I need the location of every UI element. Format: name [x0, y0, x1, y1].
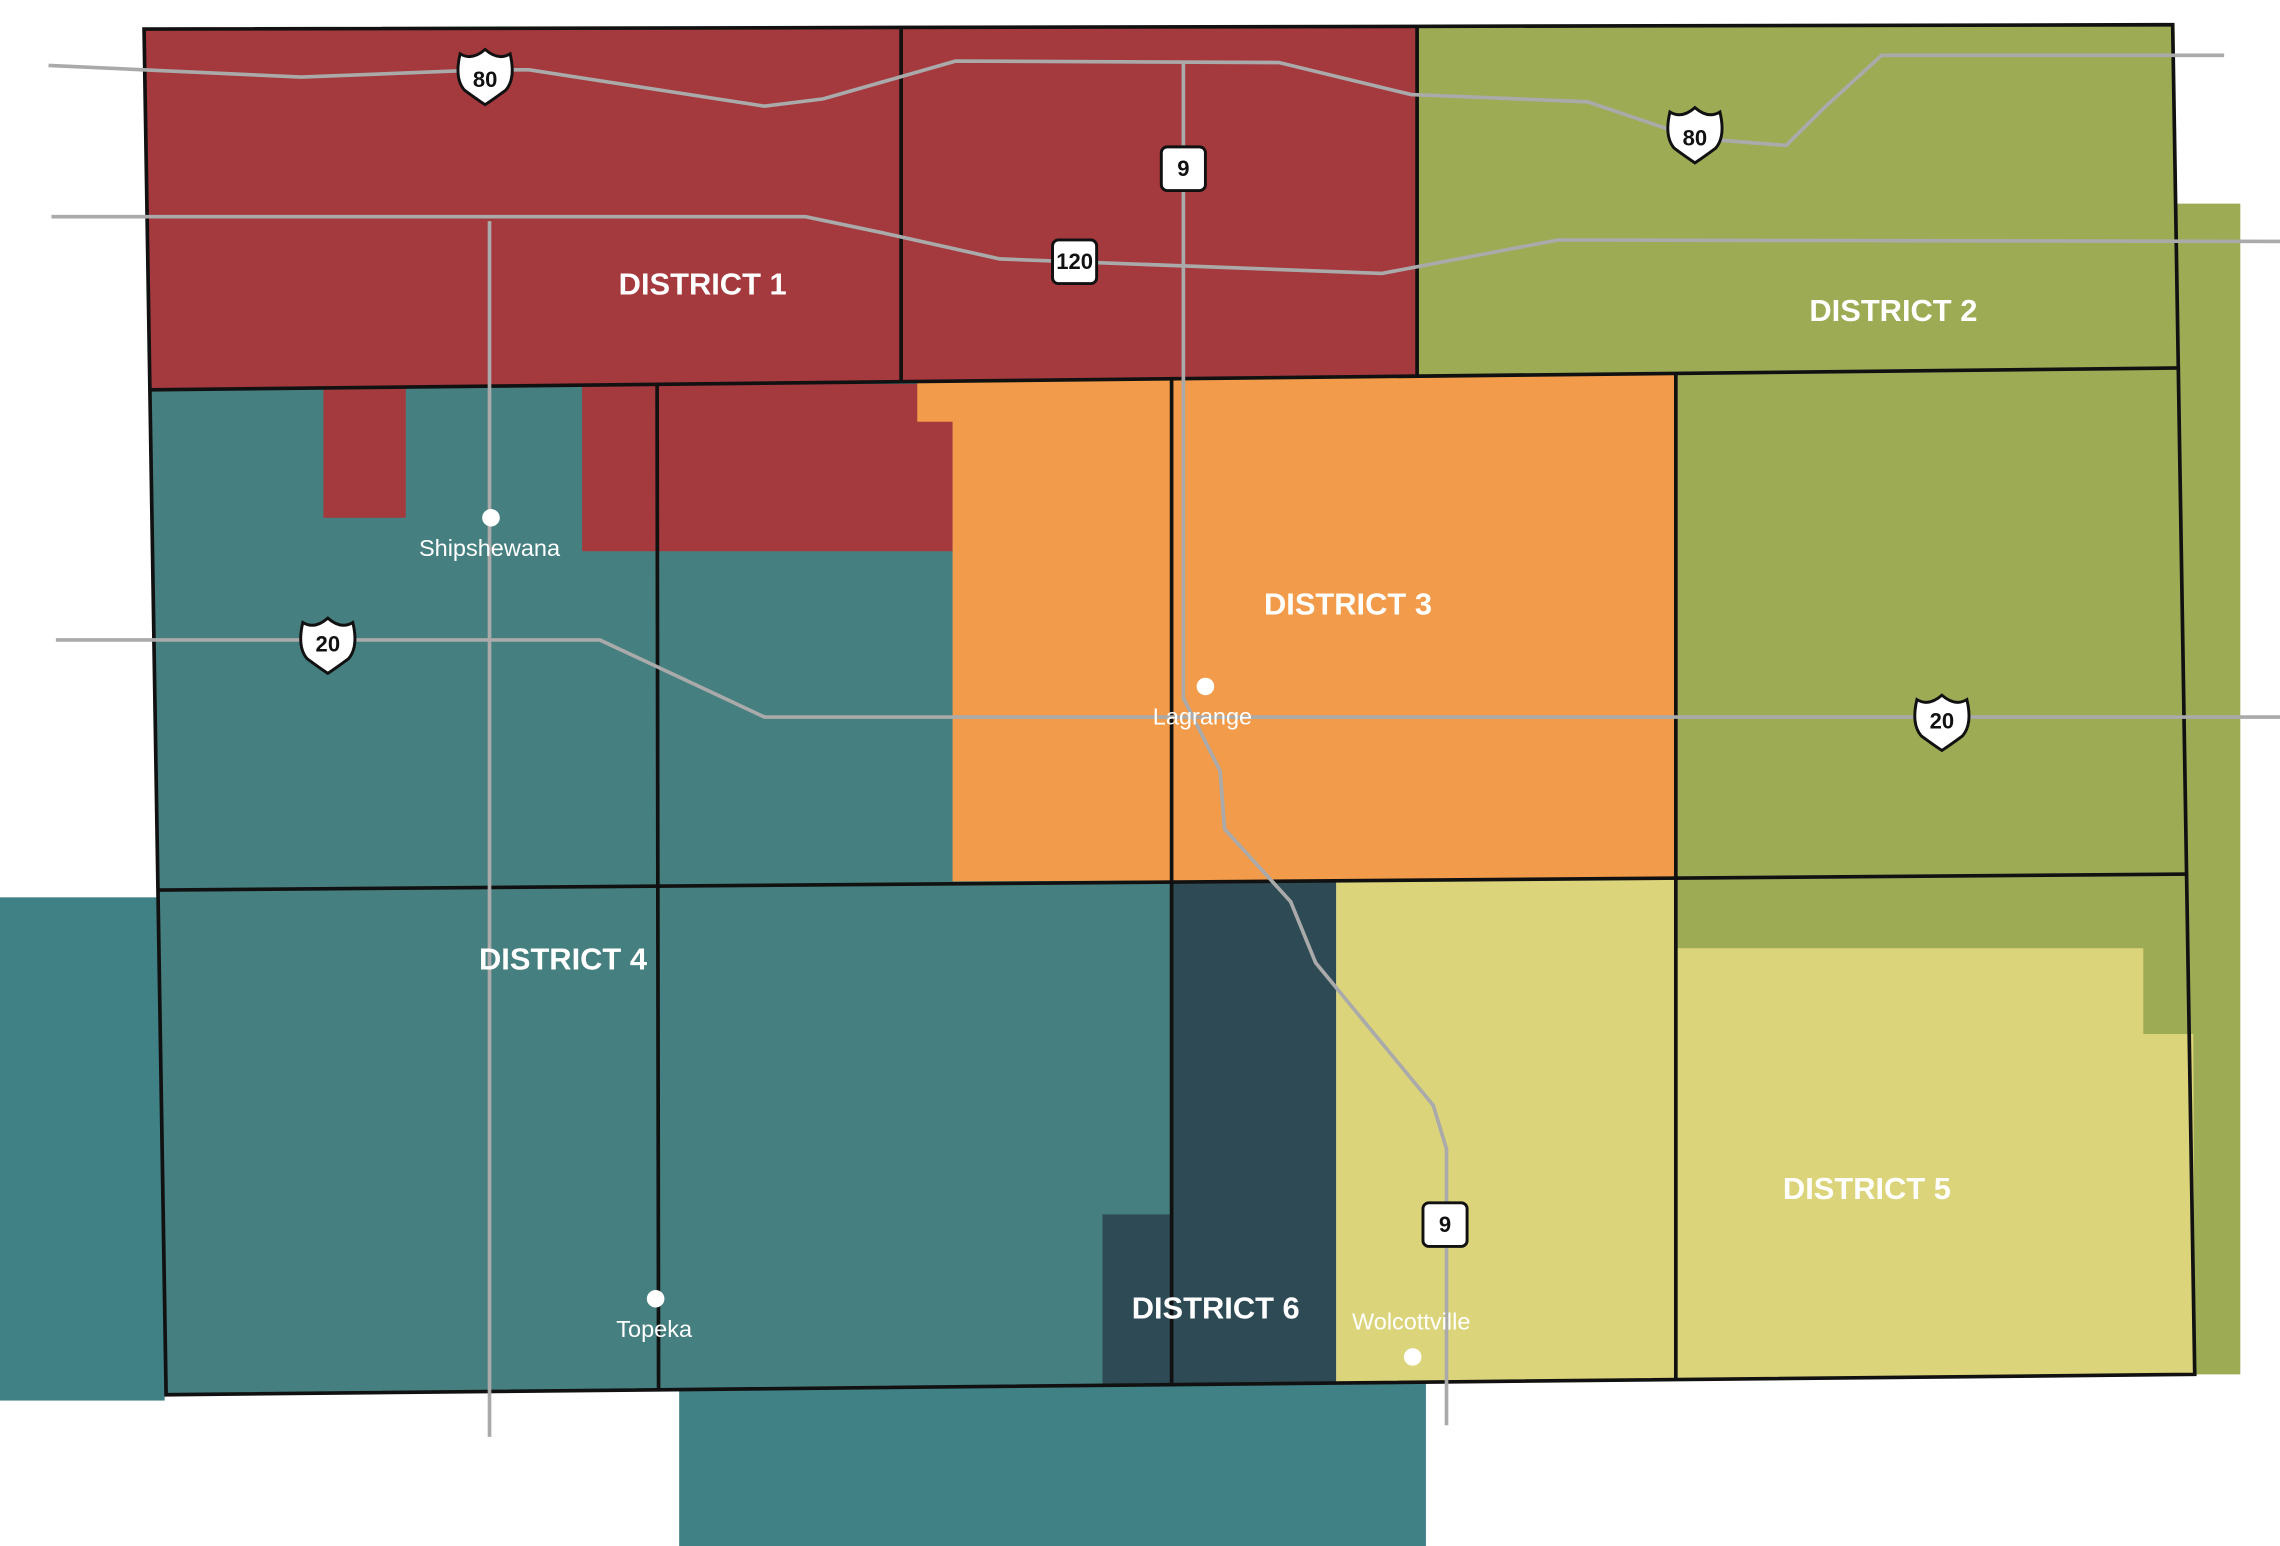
shield-label: 120: [1056, 249, 1093, 274]
state-shield: 120: [1051, 238, 1099, 286]
county-border: [142, 22, 2197, 1397]
us-shield: 20: [1913, 693, 1971, 753]
district-label: DISTRICT 4: [479, 942, 647, 977]
township-line: [655, 385, 661, 1389]
town-dot: [646, 1290, 665, 1308]
shield-label: 20: [1930, 709, 1955, 734]
district-3-area: [917, 373, 1676, 882]
shield-label: 80: [1683, 125, 1708, 150]
district-label: DISTRICT 5: [1783, 1171, 1951, 1206]
outer-area: [679, 1381, 1426, 1546]
us-shield: 80: [456, 47, 514, 107]
road: [51, 214, 2280, 276]
town-label: Topeka: [616, 1316, 692, 1342]
towns: Shipshewana Lagrange Topeka Wolcottville: [419, 509, 1470, 1366]
district-labels: DISTRICT 1 DISTRICT 2 DISTRICT 3 DISTRIC…: [479, 267, 1977, 1326]
district-label: DISTRICT 6: [1132, 1291, 1300, 1326]
shield-label: 20: [316, 632, 341, 657]
road: [1181, 61, 1449, 1426]
state-shield: 9: [1421, 1201, 1469, 1248]
town-dot: [1196, 677, 1215, 696]
district-6-area: [1171, 881, 1337, 1385]
shields: 80 80 9 9 120 20 20: [299, 47, 1971, 1248]
town-dot: [482, 509, 500, 527]
us-shield: 80: [1666, 105, 1724, 165]
district-5-area: [1675, 948, 2195, 1379]
district-1-area: [582, 383, 953, 552]
borders: [142, 22, 2197, 1397]
us-shield: 20: [299, 616, 357, 676]
district-label: DISTRICT 1: [619, 267, 787, 302]
state-shield: 9: [1159, 145, 1207, 192]
town-label: Wolcottville: [1352, 1309, 1470, 1335]
shield-label: 9: [1177, 156, 1189, 181]
town-dot: [1403, 1348, 1422, 1366]
regions: [0, 24, 2241, 1546]
district-label: DISTRICT 3: [1264, 587, 1432, 622]
shield-label: 9: [1439, 1212, 1451, 1237]
shield-label: 80: [473, 67, 498, 92]
town-label: Lagrange: [1153, 704, 1252, 730]
town-label: Shipshewana: [419, 535, 560, 561]
district-6-area: [1102, 1214, 1172, 1385]
district-1-area: [323, 386, 406, 518]
district-1-area: [144, 26, 1418, 390]
district-5-area: [1336, 878, 1676, 1384]
district-label: DISTRICT 2: [1809, 293, 1977, 328]
district-2-area: [1417, 24, 2181, 376]
outer-area: [0, 897, 165, 1401]
